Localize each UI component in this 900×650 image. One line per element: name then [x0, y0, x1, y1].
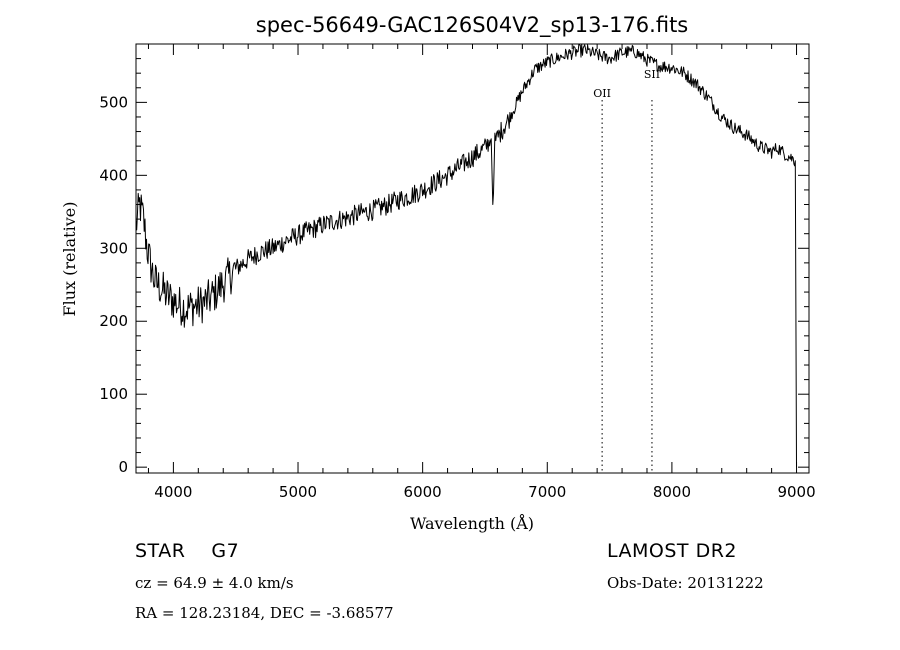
obs-date-readout: Obs-Date: 20131222: [607, 574, 764, 592]
survey-label: LAMOST DR2: [607, 540, 737, 562]
y-tick-label: 100: [99, 385, 128, 403]
spectral-line-markers: OII SII: [593, 68, 660, 473]
x-axis-label: Wavelength (Å): [410, 513, 534, 533]
y-tick-label: 400: [99, 166, 128, 184]
chart-title: spec-56649-GAC126S04V2_sp13-176.fits: [256, 13, 689, 38]
redshift-readout: cz = 64.9 ± 4.0 km/s: [135, 574, 294, 592]
plot-axes: 4000 5000 6000 7000 8000 9000 0 100 200 300 400 500: [99, 43, 816, 501]
coordinates-readout: RA = 128.23184, DEC = -3.68577: [135, 604, 394, 622]
x-tick-label: 5000: [279, 483, 317, 501]
object-class-label: STAR: [135, 540, 186, 562]
plot-frame: [135, 43, 810, 474]
y-tick-label: 200: [99, 312, 128, 330]
spectral-line-label: OII: [593, 87, 611, 100]
object-classification: STAR G7: [135, 540, 239, 562]
y-tick-label: 500: [99, 93, 128, 111]
object-subclass-label: G7: [211, 540, 240, 562]
x-tick-label: 9000: [777, 483, 815, 501]
spectral-line-label: SII: [644, 68, 660, 81]
y-tick-label: 0: [118, 458, 128, 476]
y-tick-label: 300: [99, 239, 128, 257]
x-tick-label: 8000: [653, 483, 691, 501]
y-axis-label: Flux (relative): [60, 202, 79, 317]
x-tick-label: 7000: [528, 483, 566, 501]
x-tick-label: 4000: [154, 483, 192, 501]
x-tick-label: 6000: [404, 483, 442, 501]
spectrum-series-line: [135, 44, 797, 468]
